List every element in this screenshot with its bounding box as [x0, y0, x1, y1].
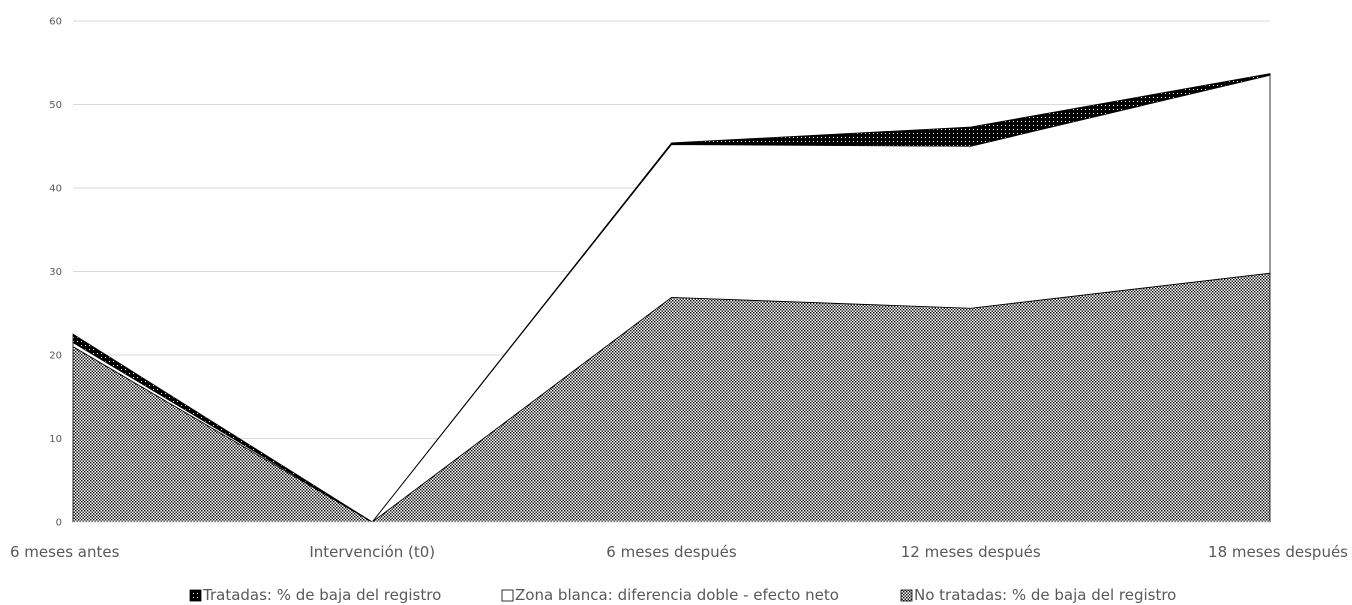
y-tick-label: 0 — [56, 518, 62, 529]
area-no-tratadas — [72, 272, 1271, 523]
y-tick-label: 10 — [49, 434, 62, 445]
x-tick-label: 18 meses después — [1208, 543, 1348, 561]
x-axis: 6 meses antes Intervención (t0) 6 meses de… — [10, 543, 1348, 561]
x-tick-label: Intervención (t0) — [309, 543, 435, 561]
legend-no-tratadas-swatch — [900, 589, 913, 602]
legend-no-tratadas-label: No tratadas: % de baja del registro — [914, 586, 1176, 604]
y-tick-label: 50 — [49, 100, 62, 111]
y-tick-label: 30 — [49, 267, 62, 278]
y-tick-label: 40 — [49, 184, 62, 195]
legend-zona-blanca-swatch — [501, 589, 514, 602]
legend: Tratadas: % de baja del registro Zona bla… — [189, 586, 1176, 604]
legend-tratadas-label: Tratadas: % de baja del registro — [202, 586, 441, 604]
legend-zona-blanca-label: Zona blanca: diferencia doble - efecto n… — [515, 586, 839, 604]
x-tick-label: 6 meses antes — [10, 543, 120, 561]
y-tick-label: 20 — [49, 351, 62, 362]
areas — [72, 73, 1271, 523]
x-tick-label: 12 meses después — [901, 543, 1041, 561]
area-tratadas — [72, 73, 1271, 523]
y-axis: 0 10 20 30 40 50 60 — [49, 17, 62, 529]
y-tick-label: 60 — [49, 17, 62, 28]
legend-tratadas-swatch — [189, 589, 202, 602]
x-tick-label: 6 meses después — [606, 543, 737, 561]
